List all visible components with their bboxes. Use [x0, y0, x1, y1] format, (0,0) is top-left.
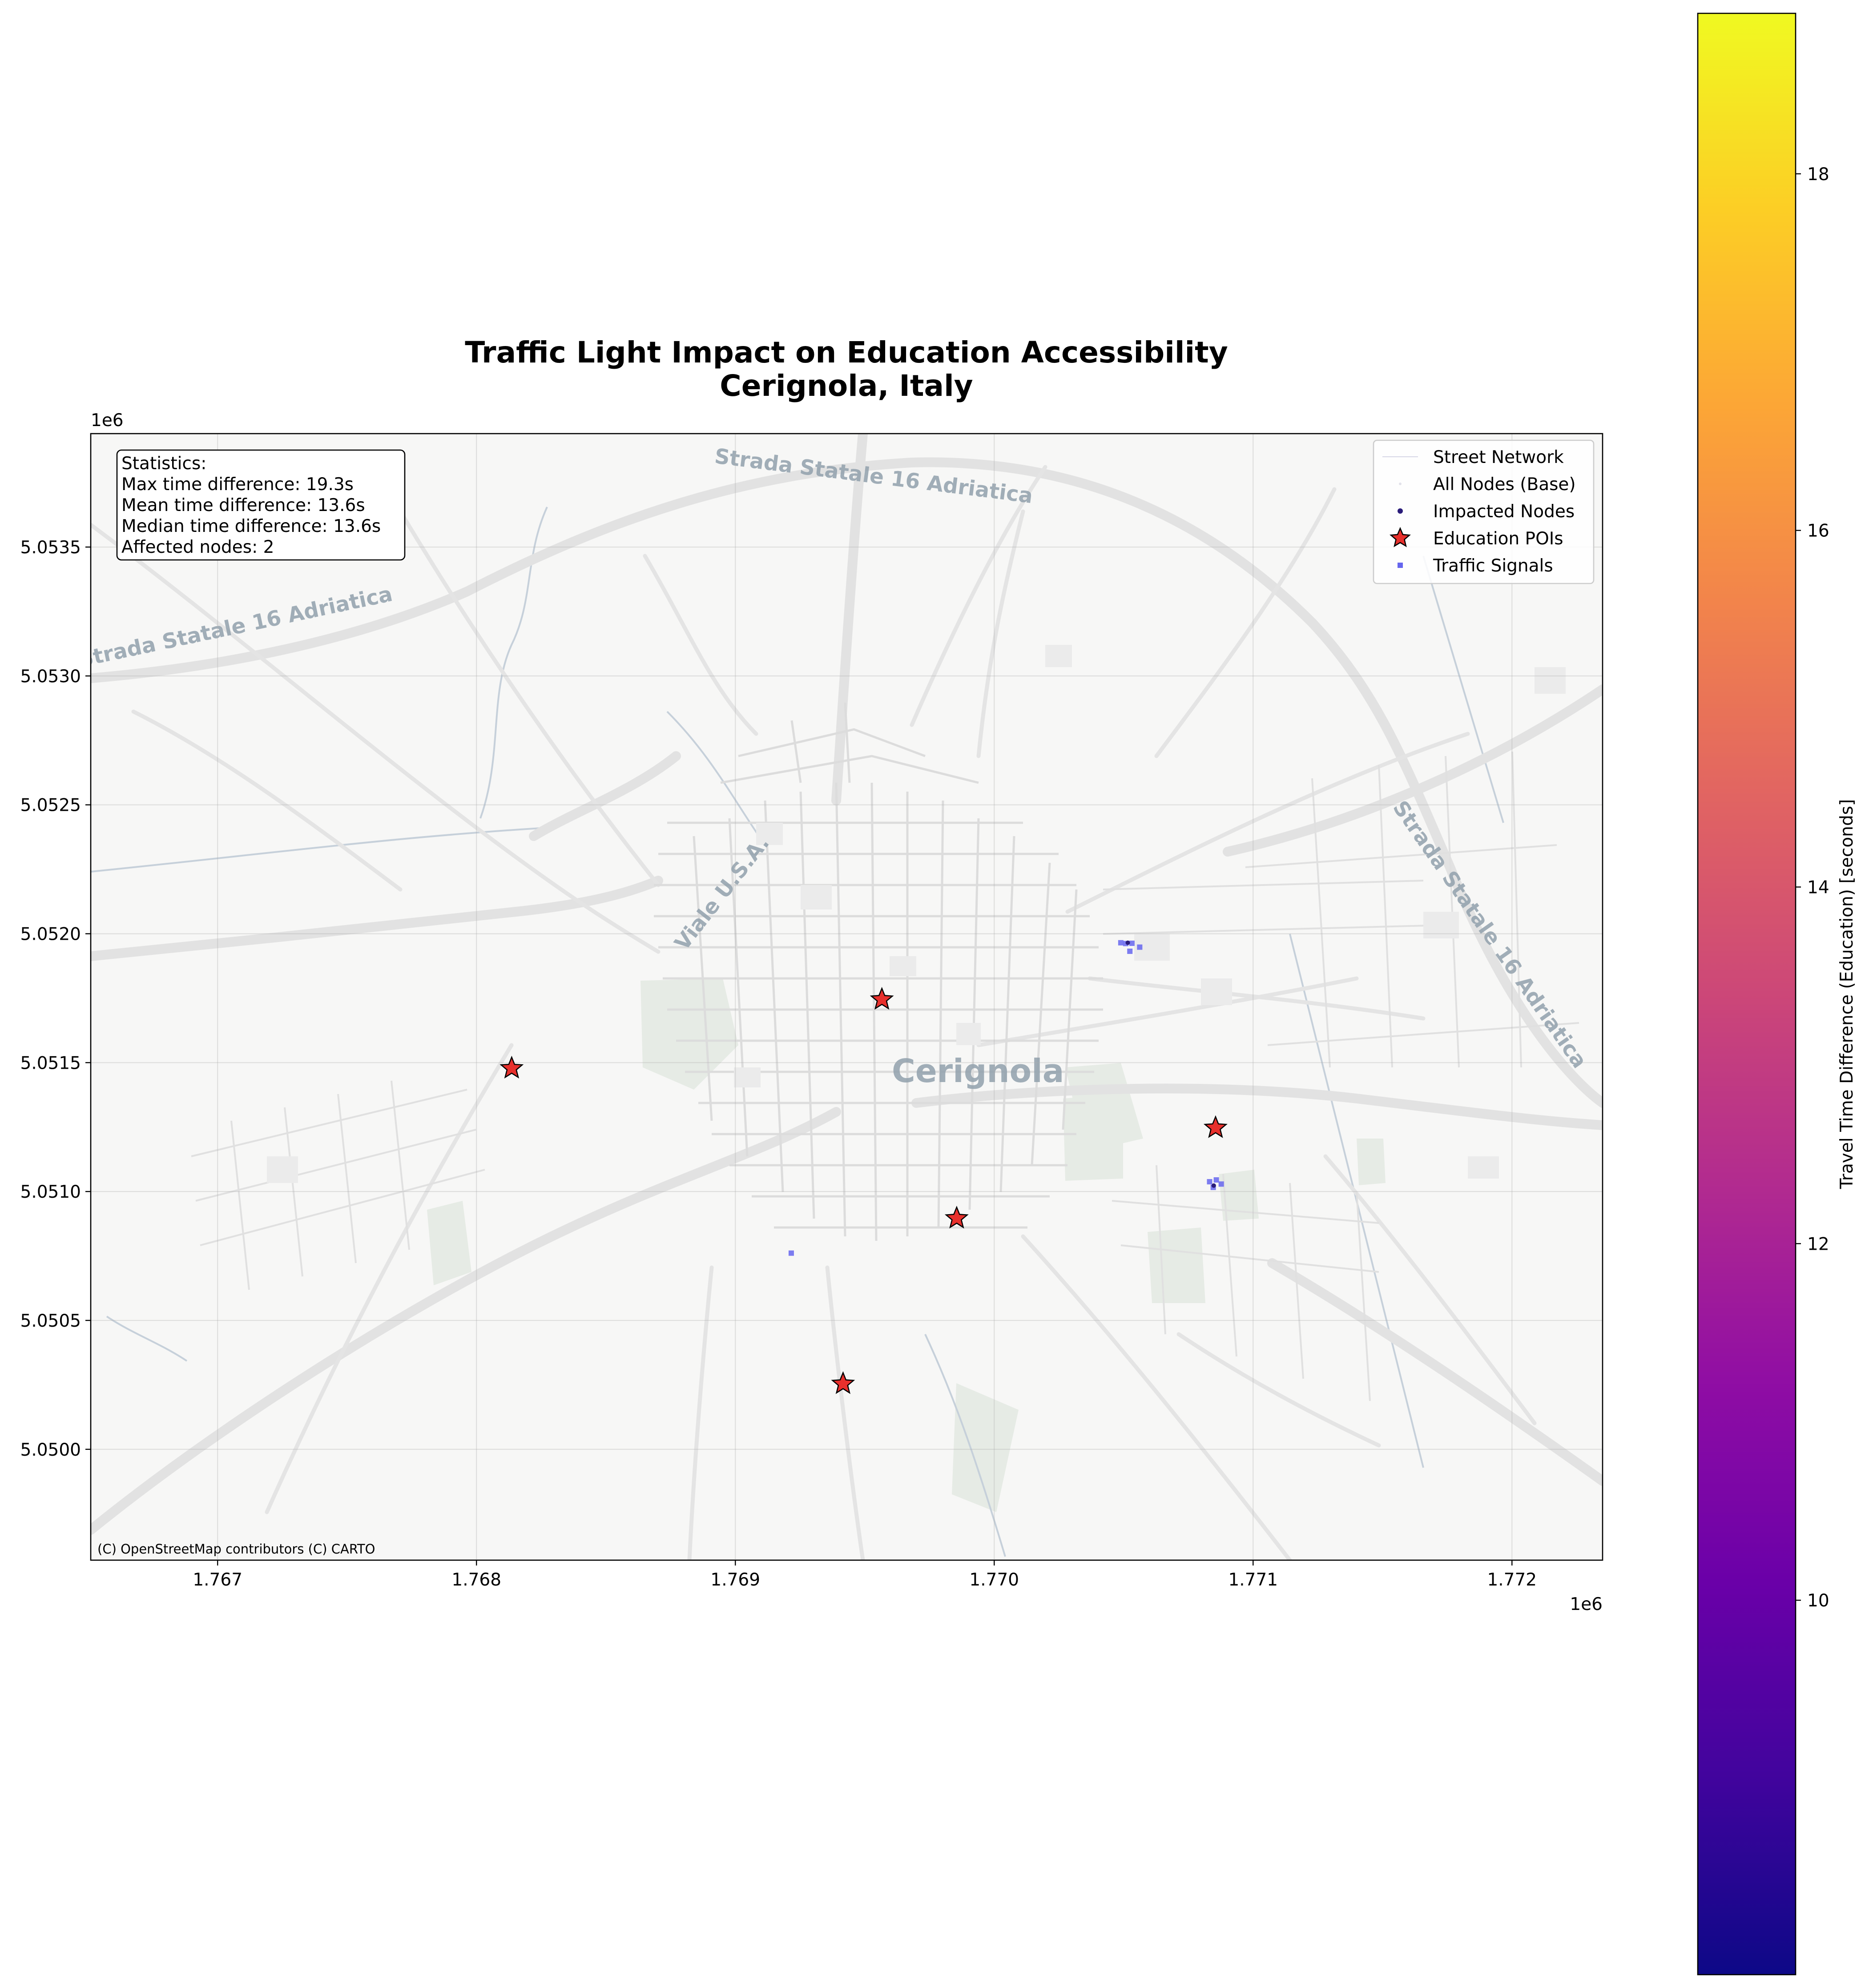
plot-frame [90, 433, 1603, 1561]
education-poi-marker [831, 1371, 855, 1394]
y-tick-label: 5.0515 [20, 1053, 81, 1073]
statistics-mean: Mean time difference: 13.6s [121, 495, 365, 515]
y-tick-label: 5.0500 [20, 1440, 81, 1460]
map-label-city: Cerignola [892, 1052, 1064, 1090]
impacted-node-marker [1211, 1183, 1216, 1188]
legend-frame [1373, 439, 1595, 584]
statistics-header: Statistics: [121, 454, 206, 474]
legend-traffic-signals-label: Traffic Signals [1433, 556, 1553, 576]
map-panel: Cerignola Strada Statale 16 Adriatica St… [90, 433, 1603, 1561]
legend-all-nodes-swatch [1399, 483, 1402, 485]
education-poi-marker [870, 986, 894, 1010]
legend-impacted-nodes-swatch [1398, 508, 1403, 514]
x-tick-label: 1.768 [451, 1570, 501, 1590]
colorbar-tick-label: 16 [1807, 521, 1829, 541]
minor-roads [91, 465, 1537, 1560]
suburb-street-grid [191, 751, 1579, 1401]
traffic-signal-marker [1129, 940, 1135, 946]
legend-item-impacted-nodes: Impacted Nodes [1398, 502, 1575, 522]
traffic-signal-marker [1127, 948, 1133, 954]
colorbar-tick-label: 18 [1807, 165, 1829, 185]
legend-item-traffic-signals: Traffic Signals [1398, 556, 1553, 576]
title-line-2: Cerignola, Italy [720, 369, 973, 403]
colorbar-tick-label: 12 [1807, 1234, 1829, 1254]
chart-title: Traffic Light Impact on Education Access… [465, 335, 1228, 403]
legend-street-network-label: Street Network [1433, 447, 1564, 467]
waterways [91, 507, 1504, 1557]
y-tick-label: 5.0520 [20, 924, 81, 944]
legend-education-pois-label: Education POIs [1433, 529, 1563, 549]
major-roads [91, 434, 1603, 1535]
statistics-max: Max time difference: 19.3s [121, 475, 354, 495]
x-axis: 1.767 1.768 1.769 1.770 1.771 1.772 [193, 1560, 1537, 1590]
statistics-box-frame [116, 449, 406, 561]
x-tick-label: 1.772 [1487, 1570, 1537, 1590]
data-markers [499, 940, 1228, 1394]
y-tick-label: 5.0505 [20, 1311, 81, 1331]
colorbar-gradient [1697, 12, 1797, 1976]
traffic-signal-marker [1207, 1179, 1212, 1185]
education-poi-marker [944, 1206, 969, 1229]
traffic-signal-marker [1118, 940, 1124, 946]
x-tick-label: 1.771 [1228, 1570, 1278, 1590]
education-poi-marker [499, 1055, 524, 1079]
legend-education-pois-swatch [1390, 527, 1411, 547]
legend-all-nodes-label: All Nodes (Base) [1433, 475, 1576, 495]
y-tick-label: 5.0510 [20, 1182, 81, 1202]
impacted-node-marker [1125, 940, 1130, 945]
legend-item-all-nodes: All Nodes (Base) [1399, 475, 1576, 495]
y-tick-label: 5.0535 [20, 538, 81, 558]
x-tick-label: 1.767 [193, 1570, 242, 1590]
x-tick-label: 1.769 [710, 1570, 760, 1590]
grid-lines [91, 434, 1603, 1560]
title-line-1: Traffic Light Impact on Education Access… [465, 335, 1228, 370]
y-axis: 5.0500 5.0505 5.0510 5.0515 5.0520 5.0525 5.05… [20, 538, 91, 1460]
x-tick-label: 1.770 [969, 1570, 1019, 1590]
colorbar-tick-label: 10 [1807, 1591, 1829, 1611]
colorbar-tick-label: 14 [1807, 877, 1829, 897]
x-axis-offset-label: 1e6 [1570, 1594, 1603, 1614]
legend-item-education-pois: Education POIs [1390, 527, 1563, 549]
map-attribution: (C) OpenStreetMap contributors (C) CARTO [97, 1541, 375, 1557]
statistics-affected: Affected nodes: 2 [121, 537, 274, 557]
y-tick-label: 5.0525 [20, 796, 81, 816]
education-poi-marker [1203, 1115, 1228, 1138]
traffic-signal-marker [1218, 1181, 1224, 1187]
legend: Street Network All Nodes (Base) Impacted… [1373, 439, 1595, 584]
traffic-signal-marker [788, 1250, 794, 1256]
statistics-median: Median time difference: 13.6s [121, 516, 381, 536]
colorbar: 10 12 14 16 18 Travel Time Difference (Educa… [1697, 12, 1857, 1976]
colorbar-label: Travel Time Difference (Education) [seco… [1837, 799, 1857, 1189]
y-axis-offset-label: 1e6 [91, 410, 124, 431]
traffic-signal-marker [1137, 944, 1143, 950]
legend-traffic-signals-swatch [1398, 563, 1403, 568]
city-street-grid [654, 702, 1103, 1241]
traffic-signal-marker [1213, 1177, 1219, 1183]
y-tick-label: 5.0530 [20, 667, 81, 687]
colorbar-ticks: 10 12 14 16 18 [1796, 165, 1829, 1611]
building-blocks [267, 645, 1566, 1183]
legend-impacted-nodes-label: Impacted Nodes [1433, 502, 1575, 522]
statistics-box: Statistics: Max time difference: 19.3s M… [116, 449, 406, 561]
legend-item-street-network: Street Network [1382, 447, 1564, 467]
